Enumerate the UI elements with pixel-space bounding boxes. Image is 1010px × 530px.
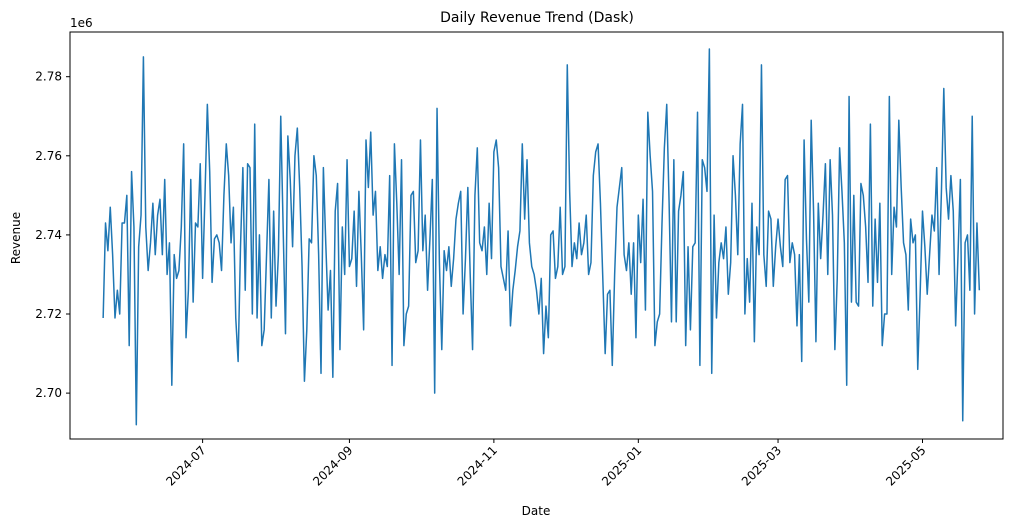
y-axis-offset-label: 1e6 <box>70 16 93 30</box>
series-line-1 <box>102 48 981 426</box>
y-tick-label: 2.70 <box>35 386 62 400</box>
y-axis-label: Revenue <box>9 212 23 264</box>
x-axis-label: Date <box>522 504 551 518</box>
y-tick-label: 2.78 <box>35 70 62 84</box>
plot-frame <box>69 31 1004 440</box>
y-tick-label: 2.76 <box>35 149 62 163</box>
y-axis-ticks: 2.70 2.72 2.74 2.76 2.78 <box>35 70 70 400</box>
y-tick-label: 2.72 <box>35 307 62 321</box>
chart-title: Daily Revenue Trend (Dask) <box>440 10 634 26</box>
plot-area <box>102 48 981 426</box>
y-tick-label: 2.74 <box>35 228 62 242</box>
